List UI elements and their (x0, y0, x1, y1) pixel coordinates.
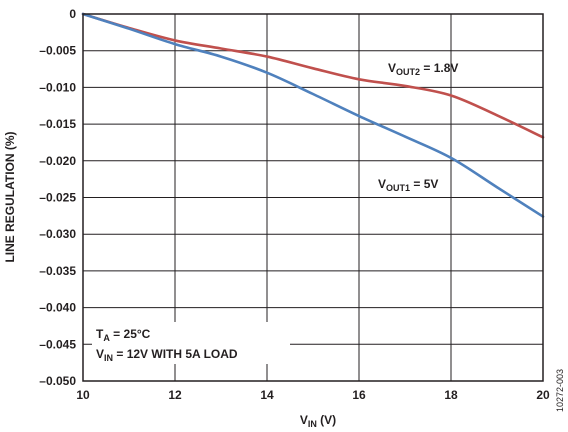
series-label-vout2-sub: OUT2 (396, 67, 420, 77)
series-line-vout1 (81, 12, 545, 218)
input-condition-rest: = 12V WITH 5A LOAD (113, 347, 238, 361)
x-tick-label: 10 (76, 388, 90, 402)
y-tick-label: –0.035 (39, 264, 76, 278)
y-tick-label: –0.030 (39, 227, 76, 241)
series-label-vout1-main: V (378, 177, 386, 191)
y-tick-label: –0.050 (39, 374, 76, 388)
y-axis-title: LINE REGULATION (%) (3, 131, 17, 262)
series-label-vout1-sub: OUT1 (386, 183, 410, 193)
ambient-temp-sub: A (103, 333, 110, 343)
series-label-vout1: VOUT1 = 5V (378, 177, 438, 193)
series-label-vout1-rest: = 5V (410, 177, 438, 191)
x-axis-ticks: 10 12 14 16 18 20 (76, 388, 550, 402)
ambient-temp-rest: = 25°C (110, 327, 151, 341)
y-tick-label: –0.040 (39, 301, 76, 315)
x-axis-title-unit: (V) (317, 413, 336, 427)
grid-lines (83, 14, 543, 381)
figure-id: 10272-003 (555, 369, 565, 412)
series-line-vout2 (81, 12, 545, 139)
y-tick-label: 0 (69, 7, 76, 21)
y-tick-label: –0.010 (39, 80, 76, 94)
y-tick-label: –0.045 (39, 337, 76, 351)
input-condition-main: V (96, 347, 104, 361)
y-tick-label: –0.015 (39, 117, 76, 131)
annotation-box (92, 322, 290, 364)
ambient-temp-annotation: TA = 25°C (96, 327, 151, 343)
y-axis-ticks: 0 –0.005 –0.010 –0.015 –0.020 –0.025 –0.030 –0.… (39, 7, 76, 388)
x-axis-title-sub: IN (308, 419, 317, 429)
x-tick-label: 18 (444, 388, 458, 402)
series-label-vout2: VOUT2 = 1.8V (388, 61, 458, 77)
input-condition-annotation: VIN = 12V WITH 5A LOAD (96, 347, 238, 363)
series-label-vout2-main: V (388, 61, 396, 75)
y-tick-label: –0.025 (39, 191, 76, 205)
input-condition-sub: IN (104, 353, 113, 363)
y-tick-label: –0.005 (39, 44, 76, 58)
x-tick-label: 12 (168, 388, 182, 402)
x-tick-label: 16 (352, 388, 366, 402)
x-tick-label: 14 (260, 388, 274, 402)
ambient-temp-main: T (96, 327, 104, 341)
x-tick-label: 20 (536, 388, 550, 402)
x-axis-title: VIN (V) (300, 413, 336, 429)
series-layer (81, 12, 545, 218)
y-tick-label: –0.020 (39, 154, 76, 168)
plot-frame (82, 13, 544, 382)
x-axis-title-main: V (300, 413, 308, 427)
series-label-vout2-rest: = 1.8V (420, 61, 458, 75)
